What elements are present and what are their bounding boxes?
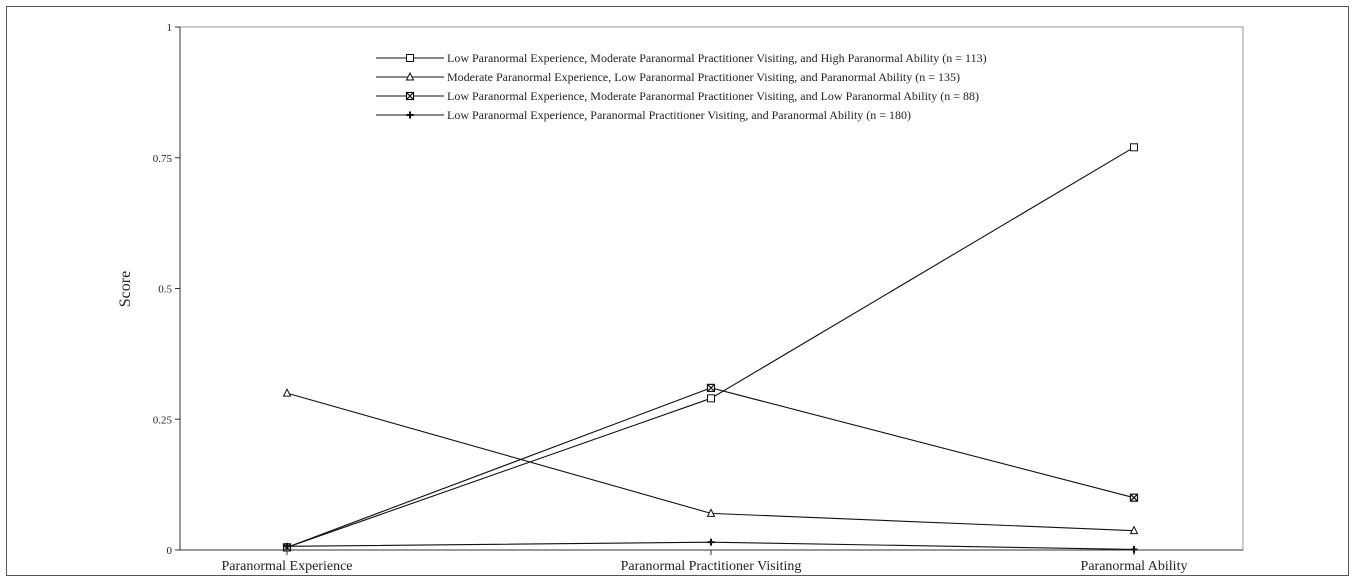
data-point-cross-square bbox=[706, 383, 716, 392]
x-category-label: Paranormal Practitioner Visiting bbox=[621, 559, 802, 574]
series-1 bbox=[283, 143, 1138, 552]
data-point-plus bbox=[1130, 545, 1138, 553]
data-point-triangle bbox=[405, 71, 415, 81]
legend-label: Low Paranormal Experience, Moderate Para… bbox=[447, 89, 979, 103]
y-tick-label: 0 bbox=[167, 545, 173, 557]
x-categories: Paranormal Experience Paranormal Practiti… bbox=[222, 550, 1188, 574]
data-point-plus bbox=[283, 542, 291, 550]
data-point-square bbox=[707, 394, 715, 403]
axes bbox=[179, 26, 1244, 551]
legend-item: Low Paranormal Experience, Paranormal Pr… bbox=[376, 108, 911, 122]
series-3 bbox=[282, 383, 1139, 552]
series-4 bbox=[283, 538, 1138, 553]
y-ticks: 0 0.25 0.5 0.75 1 bbox=[153, 22, 180, 557]
y-axis-label: Score bbox=[117, 271, 134, 307]
series-line bbox=[286, 146, 1135, 548]
data-point-cross-square bbox=[1129, 493, 1139, 502]
legend-item: Low Paranormal Experience, Moderate Para… bbox=[376, 51, 987, 65]
x-category-label: Paranormal Ability bbox=[1081, 559, 1188, 574]
data-point-plus bbox=[406, 111, 414, 119]
legend-label: Low Paranormal Experience, Paranormal Pr… bbox=[447, 108, 911, 122]
y-tick-label: 1 bbox=[167, 22, 173, 34]
plot-area-border bbox=[179, 26, 1244, 551]
data-point-square bbox=[1130, 143, 1138, 152]
data-point-triangle bbox=[1129, 525, 1139, 535]
legend: Low Paranormal Experience, Moderate Para… bbox=[376, 51, 987, 122]
data-point-triangle bbox=[706, 508, 716, 517]
y-tick-label: 0.5 bbox=[158, 284, 172, 296]
legend-item: Low Paranormal Experience, Moderate Para… bbox=[376, 89, 979, 103]
series-2 bbox=[282, 387, 1139, 535]
x-category-label: Paranormal Experience bbox=[222, 559, 353, 574]
series-lines bbox=[282, 143, 1139, 553]
y-tick-label: 0.75 bbox=[153, 153, 173, 165]
chart-frame bbox=[6, 6, 1349, 576]
data-point-cross-square bbox=[405, 91, 415, 101]
series-line bbox=[286, 387, 1135, 548]
data-point-plus bbox=[707, 538, 715, 546]
legend-item: Moderate Paranormal Experience, Low Para… bbox=[376, 70, 960, 84]
data-point-square bbox=[406, 54, 414, 62]
y-tick-label: 0.25 bbox=[153, 414, 173, 426]
legend-label: Moderate Paranormal Experience, Low Para… bbox=[447, 70, 960, 84]
data-point-triangle bbox=[282, 387, 292, 397]
legend-label: Low Paranormal Experience, Moderate Para… bbox=[447, 51, 987, 65]
